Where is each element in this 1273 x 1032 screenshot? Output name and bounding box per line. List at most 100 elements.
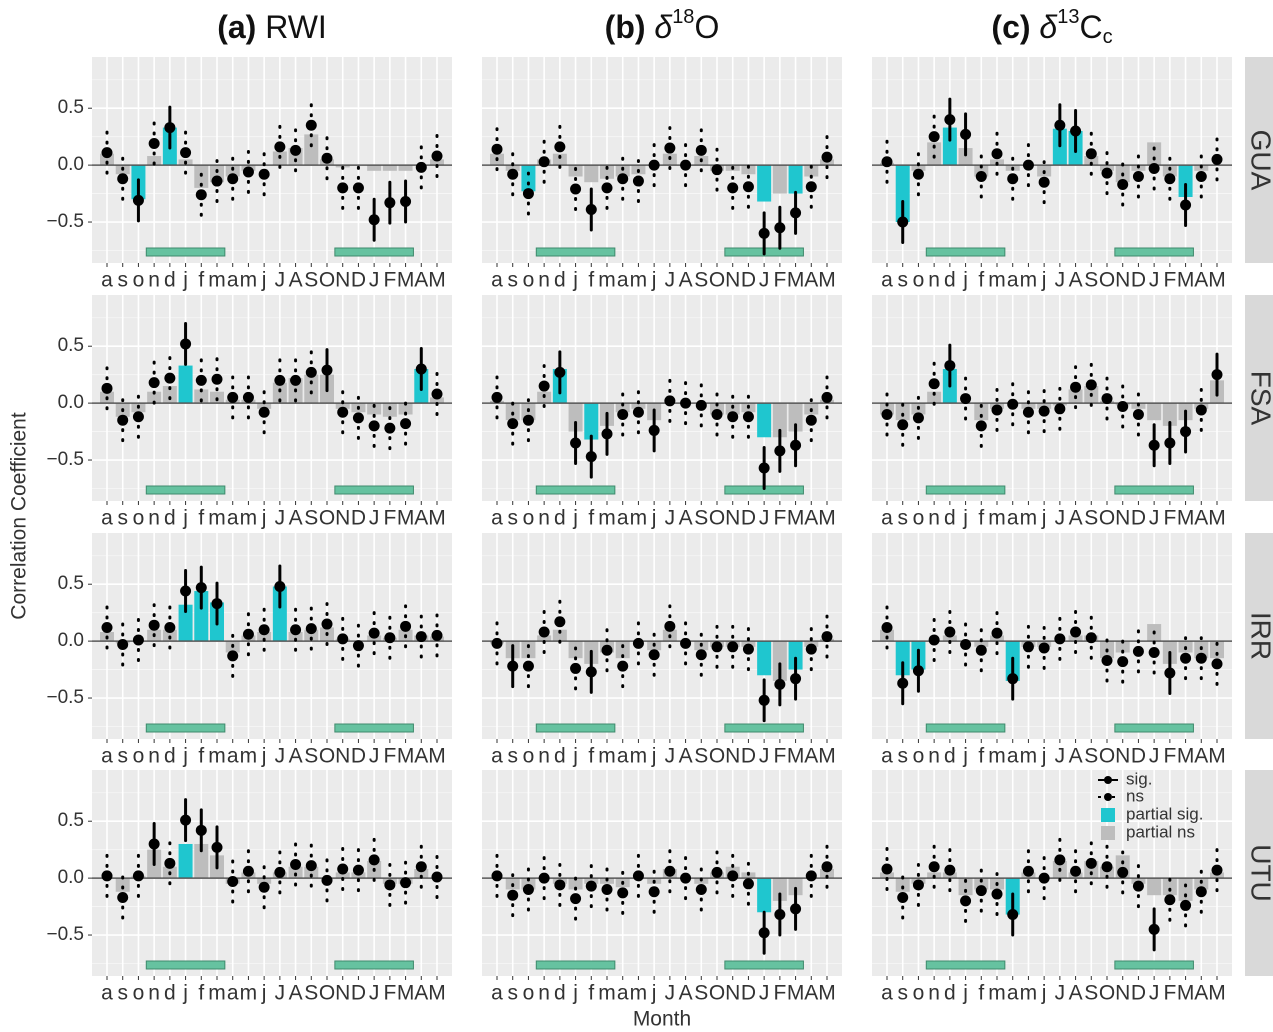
partial-bar xyxy=(178,604,193,642)
x-tick-label: S xyxy=(1084,982,1098,1005)
x-tick-label: F xyxy=(1163,269,1176,292)
panel-background xyxy=(92,295,452,501)
point xyxy=(117,414,129,426)
x-tick-label: N xyxy=(335,507,350,530)
partial-bar xyxy=(147,156,162,166)
partial-bar xyxy=(911,165,926,171)
partial-bar xyxy=(1021,403,1036,409)
x-tick-label: J xyxy=(275,269,286,292)
partial-bar xyxy=(772,165,787,194)
x-tick-label: o xyxy=(913,507,925,530)
point xyxy=(1164,173,1176,185)
partial-bar xyxy=(1115,641,1130,653)
point xyxy=(522,188,534,200)
partial-bar xyxy=(1194,878,1209,890)
point xyxy=(1022,159,1034,171)
partial-bar xyxy=(1147,878,1162,896)
x-tick-label: a xyxy=(617,507,629,530)
partial-bar xyxy=(804,165,819,177)
x-tick-label: D xyxy=(741,507,756,530)
partial-bar xyxy=(304,374,319,404)
column-title: (c) δ13Cc xyxy=(991,6,1112,48)
partial-bar xyxy=(1162,403,1177,426)
x-tick-label: J xyxy=(275,745,286,768)
x-tick-label: j xyxy=(261,269,267,292)
partial-bar xyxy=(942,127,957,166)
x-tick-label: a xyxy=(101,507,113,530)
x-tick-label: f xyxy=(588,507,594,530)
point xyxy=(352,864,364,876)
point xyxy=(991,404,1003,416)
x-tick-label: F xyxy=(383,269,396,292)
point xyxy=(727,641,739,653)
partial-bar xyxy=(895,878,910,892)
partial-bar xyxy=(162,386,177,404)
x-tick-label: J xyxy=(1149,982,1160,1005)
point xyxy=(400,196,412,208)
point xyxy=(1180,899,1192,911)
point xyxy=(321,874,333,886)
point xyxy=(1070,381,1082,393)
point xyxy=(1007,673,1019,685)
x-tick-label: j xyxy=(261,745,267,768)
partial-bar xyxy=(194,843,209,879)
x-tick-label: m xyxy=(598,745,616,768)
partial-bar xyxy=(398,165,413,171)
title-space xyxy=(1031,9,1040,45)
x-tick-label: s xyxy=(117,982,128,1005)
x-tick-label: S xyxy=(694,269,708,292)
x-tick-label: F xyxy=(773,745,786,768)
point xyxy=(337,182,349,194)
point xyxy=(1148,439,1160,451)
point xyxy=(975,885,987,897)
x-tick-label: F xyxy=(383,507,396,530)
x-tick-label: S xyxy=(1084,269,1098,292)
point xyxy=(790,207,802,219)
x-tick-label: j xyxy=(182,982,188,1005)
x-tick-label: n xyxy=(928,982,940,1005)
x-tick-label: o xyxy=(913,745,925,768)
point xyxy=(975,171,987,183)
title-sub: c xyxy=(1103,26,1113,48)
x-tick-label: M xyxy=(1177,269,1195,292)
x-tick-label: A xyxy=(414,745,428,768)
point xyxy=(960,639,972,651)
title-main: RWI xyxy=(265,9,327,45)
point xyxy=(431,629,443,641)
x-tick-label: F xyxy=(773,982,786,1005)
panel-background xyxy=(482,770,842,976)
point xyxy=(1148,923,1160,935)
x-tick-label: F xyxy=(383,982,396,1005)
x-tick-label: M xyxy=(787,269,805,292)
point xyxy=(227,173,239,185)
x-tick-label: A xyxy=(1194,269,1208,292)
y-tick-label: 0.5 xyxy=(58,335,84,356)
x-tick-label: N xyxy=(335,745,350,768)
season-bar xyxy=(334,247,414,257)
x-tick-label: n xyxy=(538,269,550,292)
point xyxy=(1132,880,1144,892)
partial-bar xyxy=(974,403,989,421)
point xyxy=(195,824,207,836)
partial-bar xyxy=(272,382,287,404)
point xyxy=(758,227,770,239)
legend-key-partial-ns xyxy=(1101,826,1115,840)
y-axis-title: Correlation Coefficient xyxy=(8,412,31,620)
point xyxy=(522,660,534,672)
x-tick-label: j xyxy=(962,982,968,1005)
x-tick-label: D xyxy=(351,269,366,292)
partial-bar xyxy=(568,403,583,432)
row-label: GUA xyxy=(1246,130,1273,191)
point xyxy=(164,857,176,869)
x-tick-label: j xyxy=(651,982,657,1005)
point xyxy=(305,366,317,378)
season-bar xyxy=(535,960,616,970)
point xyxy=(1132,171,1144,183)
x-tick-label: f xyxy=(198,507,204,530)
point xyxy=(570,183,582,195)
point xyxy=(585,451,597,463)
x-tick-label: d xyxy=(164,507,176,530)
partial-bar xyxy=(757,403,772,438)
partial-bar xyxy=(725,403,740,415)
